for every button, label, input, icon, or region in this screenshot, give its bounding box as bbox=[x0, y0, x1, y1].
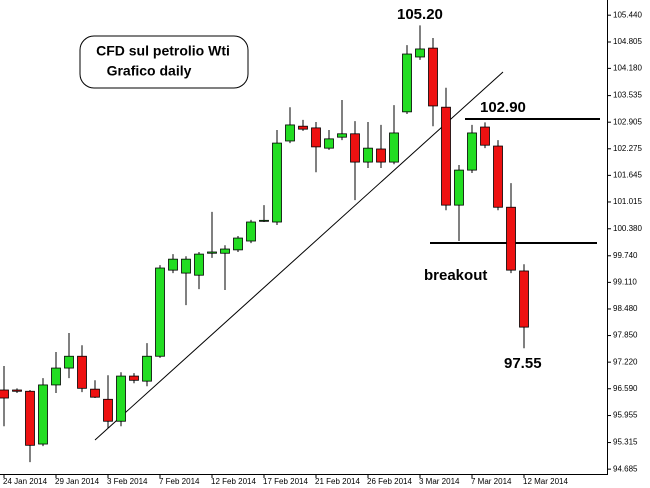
x-tick-label: 3 Feb 2014 bbox=[107, 477, 148, 486]
candle-body bbox=[272, 142, 282, 223]
candle-body bbox=[402, 53, 412, 113]
x-tick-label: 17 Feb 2014 bbox=[263, 477, 308, 486]
candle-body bbox=[337, 133, 347, 138]
candle-body bbox=[51, 367, 61, 386]
candle-body bbox=[324, 138, 334, 149]
candle-body bbox=[38, 384, 48, 445]
x-tick-label: 24 Jan 2014 bbox=[3, 477, 48, 486]
candle-body bbox=[298, 125, 308, 130]
y-tick-label: 99.740 bbox=[613, 251, 638, 260]
candle-body bbox=[363, 147, 373, 163]
candle-body bbox=[376, 148, 386, 163]
y-tick-label: 101.645 bbox=[613, 170, 642, 179]
x-tick-label: 7 Feb 2014 bbox=[159, 477, 200, 486]
x-tick-label: 26 Feb 2014 bbox=[367, 477, 412, 486]
x-tick-label: 21 Feb 2014 bbox=[315, 477, 360, 486]
candle-body bbox=[506, 206, 516, 271]
y-tick-label: 102.275 bbox=[613, 144, 642, 153]
candle-body bbox=[246, 221, 256, 242]
y-tick-label: 94.685 bbox=[613, 464, 638, 473]
candle-body bbox=[467, 132, 477, 171]
candle-body bbox=[519, 270, 529, 328]
candle-body bbox=[233, 237, 243, 251]
candle-body bbox=[12, 389, 22, 392]
candles bbox=[0, 25, 529, 463]
y-tick-label: 98.480 bbox=[613, 304, 638, 313]
candle-body bbox=[389, 132, 399, 163]
candle-body bbox=[129, 375, 139, 381]
candle-body bbox=[103, 398, 113, 422]
candle-body bbox=[220, 248, 230, 254]
y-tick-label: 105.440 bbox=[613, 10, 642, 19]
y-tick-label: 99.110 bbox=[613, 277, 637, 286]
x-tick-label: 7 Mar 2014 bbox=[471, 477, 512, 486]
candle-body bbox=[493, 145, 503, 208]
candle-body bbox=[155, 267, 165, 357]
x-tick-label: 12 Mar 2014 bbox=[523, 477, 568, 486]
chart-subtitle: Grafico daily bbox=[107, 63, 192, 79]
candle-body bbox=[194, 253, 204, 276]
y-tick-label: 103.535 bbox=[613, 91, 642, 100]
candle-body bbox=[428, 47, 438, 107]
title-box bbox=[79, 35, 249, 89]
candle-body bbox=[207, 251, 217, 254]
y-tick-label: 95.955 bbox=[613, 411, 638, 420]
candle-body bbox=[116, 375, 126, 422]
candle-body bbox=[64, 355, 74, 369]
candle-body bbox=[77, 355, 87, 389]
y-tick-label: 97.850 bbox=[613, 331, 638, 340]
y-tick-label: 102.905 bbox=[613, 117, 642, 126]
candle-body bbox=[311, 127, 321, 148]
trend-line bbox=[94, 71, 504, 441]
candle-body bbox=[168, 258, 178, 271]
y-tick-label: 104.805 bbox=[613, 37, 642, 46]
candle-body bbox=[181, 258, 191, 274]
candle-body bbox=[259, 219, 269, 222]
annotation: breakout bbox=[424, 267, 487, 284]
candle-body bbox=[454, 169, 464, 206]
y-tick-label: 95.315 bbox=[613, 438, 638, 447]
candle-body bbox=[415, 48, 425, 58]
x-tick-label: 3 Mar 2014 bbox=[419, 477, 460, 486]
y-tick-label: 104.180 bbox=[613, 63, 642, 72]
x-tick-label: 29 Jan 2014 bbox=[55, 477, 100, 486]
annotation: 102.90 bbox=[480, 99, 526, 116]
y-tick-label: 100.380 bbox=[613, 224, 642, 233]
candle-body bbox=[285, 124, 295, 142]
candle-body bbox=[480, 126, 490, 146]
x-tick-label: 12 Feb 2014 bbox=[211, 477, 256, 486]
candle-body bbox=[441, 106, 451, 206]
y-tick-label: 97.220 bbox=[613, 357, 638, 366]
candle-body bbox=[90, 388, 100, 398]
candle-body bbox=[142, 355, 152, 382]
candle-body bbox=[25, 390, 35, 446]
chart-title: CFD sul petrolio Wti bbox=[96, 43, 230, 59]
candle-body bbox=[350, 133, 360, 163]
y-tick-label: 101.015 bbox=[613, 197, 642, 206]
y-tick-label: 96.590 bbox=[613, 384, 638, 393]
annotation: 97.55 bbox=[504, 355, 542, 372]
candle-body bbox=[0, 389, 9, 399]
annotation: 105.20 bbox=[397, 6, 443, 23]
